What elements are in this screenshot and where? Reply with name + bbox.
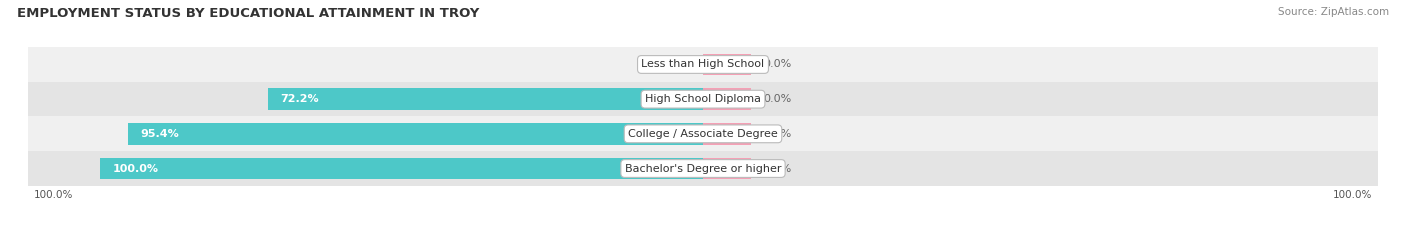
Bar xyxy=(28,151,1378,186)
Bar xyxy=(703,88,751,110)
Bar xyxy=(703,158,751,179)
Text: College / Associate Degree: College / Associate Degree xyxy=(628,129,778,139)
Bar xyxy=(28,116,1378,151)
Bar xyxy=(28,47,1378,82)
Bar xyxy=(28,82,1378,116)
Text: Source: ZipAtlas.com: Source: ZipAtlas.com xyxy=(1278,7,1389,17)
Text: 100.0%: 100.0% xyxy=(34,190,73,200)
Text: 0.0%: 0.0% xyxy=(763,129,792,139)
Bar xyxy=(269,88,703,110)
Text: 72.2%: 72.2% xyxy=(280,94,319,104)
Text: 0.0%: 0.0% xyxy=(763,94,792,104)
Text: Bachelor's Degree or higher: Bachelor's Degree or higher xyxy=(624,164,782,174)
Text: Less than High School: Less than High School xyxy=(641,59,765,69)
Text: 95.4%: 95.4% xyxy=(141,129,179,139)
Text: 0.0%: 0.0% xyxy=(763,164,792,174)
Text: 0.0%: 0.0% xyxy=(763,59,792,69)
Bar xyxy=(100,158,703,179)
Bar xyxy=(703,54,751,75)
Bar xyxy=(703,123,751,145)
Text: High School Diploma: High School Diploma xyxy=(645,94,761,104)
Text: EMPLOYMENT STATUS BY EDUCATIONAL ATTAINMENT IN TROY: EMPLOYMENT STATUS BY EDUCATIONAL ATTAINM… xyxy=(17,7,479,20)
Text: 0.0%: 0.0% xyxy=(657,59,685,69)
Text: 100.0%: 100.0% xyxy=(112,164,159,174)
Text: 100.0%: 100.0% xyxy=(1333,190,1372,200)
Bar xyxy=(128,123,703,145)
